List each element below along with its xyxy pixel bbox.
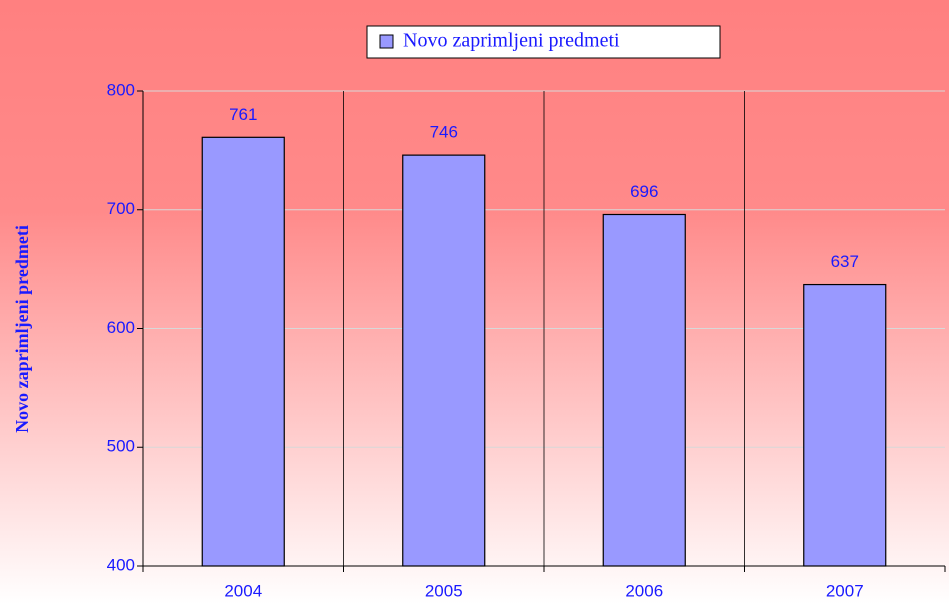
x-tick-label: 2006 <box>625 581 663 600</box>
legend-box <box>366 25 721 59</box>
x-tick-label: 2007 <box>826 581 864 600</box>
bar <box>602 213 686 567</box>
data-label: 746 <box>430 123 458 142</box>
legend: Novo zaprimljeni predmeti <box>366 25 721 59</box>
y-axis-label: Novo zaprimljeni predmeti <box>12 225 32 433</box>
y-tick-label: 600 <box>107 318 135 337</box>
y-tick-label: 500 <box>107 437 135 456</box>
data-label: 637 <box>831 252 859 271</box>
y-tick-label: 800 <box>107 80 135 99</box>
y-tick-label: 400 <box>107 555 135 574</box>
data-label: 761 <box>229 105 257 124</box>
x-tick-label: 2005 <box>425 581 463 600</box>
x-tick-label: 2004 <box>224 581 262 600</box>
bar <box>201 136 285 567</box>
legend-label: Novo zaprimljeni predmeti <box>403 30 620 52</box>
data-label: 696 <box>630 182 658 201</box>
legend-swatch <box>379 34 394 49</box>
bar <box>803 283 887 567</box>
bar <box>402 154 486 567</box>
y-tick-label: 700 <box>107 199 135 218</box>
